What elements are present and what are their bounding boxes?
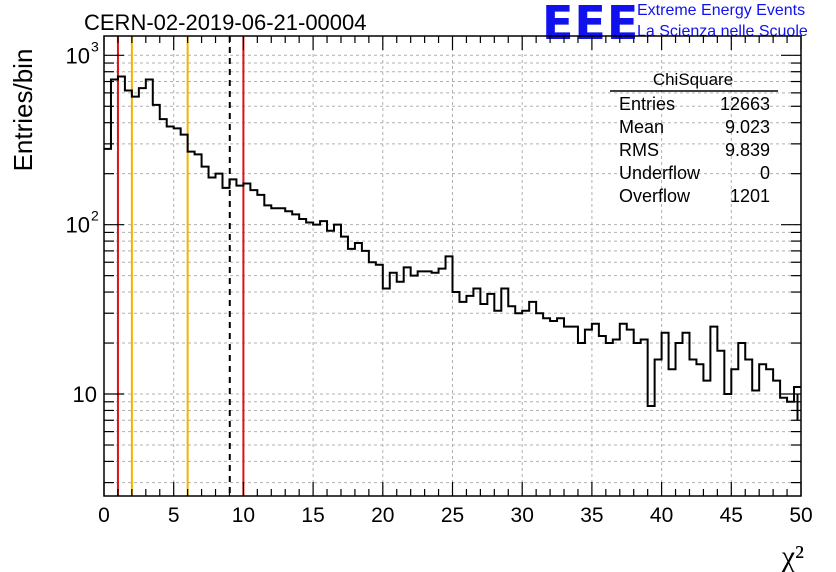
x-tick-label: 45 xyxy=(720,504,743,527)
eee-logo: EEE xyxy=(542,0,640,50)
stats-label: Entries xyxy=(619,94,675,114)
axis-ticks xyxy=(103,36,802,496)
x-tick-label: 25 xyxy=(441,504,464,527)
chart-title: CERN-02-2019-06-21-00004 xyxy=(84,10,367,35)
reference-lines xyxy=(116,36,245,496)
stats-label: Mean xyxy=(619,117,664,137)
stats-value: 0 xyxy=(760,163,770,183)
x-tick-label: 15 xyxy=(301,504,324,527)
grid xyxy=(104,36,801,496)
y-tick-label: 10 xyxy=(66,43,90,68)
stats-value: 1201 xyxy=(730,186,770,206)
x-axis-label: χ² xyxy=(781,540,804,572)
y-tick-exponent: 2 xyxy=(91,208,99,224)
y-tick-label: 10 xyxy=(66,213,90,238)
stats-rows: Entries 12663 Mean 9.023 RMS 9.839 Underflow 0 O… xyxy=(619,94,770,206)
y-tick-exponent: 3 xyxy=(91,38,99,54)
stats-label: RMS xyxy=(619,140,659,160)
stats-value: 9.839 xyxy=(725,140,770,160)
logo-text-line-1: Extreme Energy Events xyxy=(637,2,806,19)
x-tick-label: 0 xyxy=(98,504,110,527)
y-axis-label: Entries/bin xyxy=(8,49,38,172)
stats-label: Overflow xyxy=(619,186,691,206)
x-tick-labels: 0 5 10 15 20 25 30 35 40 45 50 xyxy=(98,504,813,527)
x-tick-label: 10 xyxy=(232,504,255,527)
x-tick-label: 5 xyxy=(168,504,180,527)
x-tick-label: 20 xyxy=(371,504,394,527)
stats-value: 9.023 xyxy=(725,117,770,137)
stats-label: Underflow xyxy=(619,163,701,183)
x-tick-label: 30 xyxy=(511,504,534,527)
y-tick-label: 10 xyxy=(73,382,97,407)
stats-title: ChiSquare xyxy=(653,70,733,89)
x-tick-label: 40 xyxy=(650,504,673,527)
x-tick-label: 35 xyxy=(580,504,603,527)
stats-value: 12663 xyxy=(720,94,770,114)
x-tick-label: 50 xyxy=(789,504,812,527)
stats-legend: ChiSquare Entries 12663 Mean 9.023 RMS 9.839 U… xyxy=(610,70,778,206)
histogram-series xyxy=(104,75,801,407)
